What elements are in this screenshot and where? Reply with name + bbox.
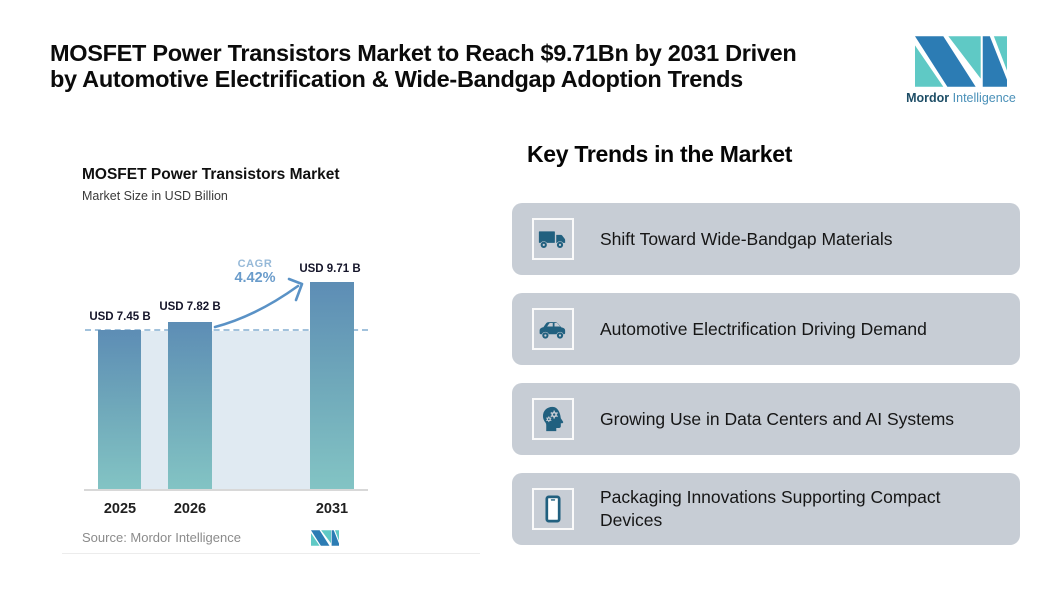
trend-card-label: Growing Use in Data Centers and AI Syste… [600,408,955,429]
icon-tile [532,308,574,350]
x-tick-2025: 2025 [103,501,137,517]
cagr-annotation: CAGR 4.42% [218,258,292,286]
trend-card-packaging: Packaging Innovations Supporting Compact… [512,473,1020,545]
icon-tile [532,398,574,440]
car-icon [539,321,566,339]
trend-card-label: Shift Toward Wide-Bandgap Materials [600,228,893,249]
bar-2026 [168,322,212,490]
ai-head-icon [542,406,564,432]
smartphone-icon [545,495,561,523]
brand-name: Mordor Intelligence [899,91,1023,105]
trend-card-datacenters-ai: Growing Use in Data Centers and AI Syste… [512,383,1020,455]
x-tick-2031: 2031 [315,501,349,517]
page-title: MOSFET Power Transistors Market to Reach… [50,40,880,92]
mordor-logo-mini-icon [311,530,339,546]
bar-value-label-2026: USD 7.82 B [159,301,221,313]
brand-logo: Mordor Intelligence [899,36,1023,105]
chart-dashed-reference-line [85,329,368,331]
x-axis-line [84,489,368,491]
cagr-arrow-icon [213,277,304,329]
trend-card-list: Shift Toward Wide-Bandgap Materials Auto… [512,203,1020,545]
trend-card-label: Automotive Electrification Driving Deman… [600,318,927,339]
chart-subtitle: Market Size in USD Billion [82,189,228,203]
trend-card-automotive: Automotive Electrification Driving Deman… [512,293,1020,365]
truck-icon [538,231,566,249]
brand-name-bold: Mordor [906,91,950,105]
trend-card-wide-bandgap: Shift Toward Wide-Bandgap Materials [512,203,1020,275]
x-tick-2026: 2026 [173,501,207,517]
chart-title: MOSFET Power Transistors Market [82,166,340,183]
icon-tile [532,488,574,530]
cagr-label: CAGR [237,258,273,270]
bar-2031 [310,282,354,490]
trends-heading: Key Trends in the Market [527,141,793,167]
icon-tile [532,218,574,260]
chart-source: Source: Mordor Intelligence [82,530,241,545]
bar-value-label-2031: USD 9.71 B [299,263,361,275]
page-title-line1: MOSFET Power Transistors Market to Reach… [50,40,797,66]
brand-name-light: Intelligence [952,91,1016,105]
cagr-value: 4.42% [234,270,276,286]
chart-bottom-divider [62,553,480,554]
bar-value-label-2025: USD 7.45 B [89,311,151,323]
trend-card-label: Packaging Innovations Supporting Compact… [600,487,941,530]
page-title-line2: by Automotive Electrification & Wide-Ban… [50,66,743,92]
bar-2025 [98,330,141,490]
mordor-logo-icon [915,36,1007,87]
